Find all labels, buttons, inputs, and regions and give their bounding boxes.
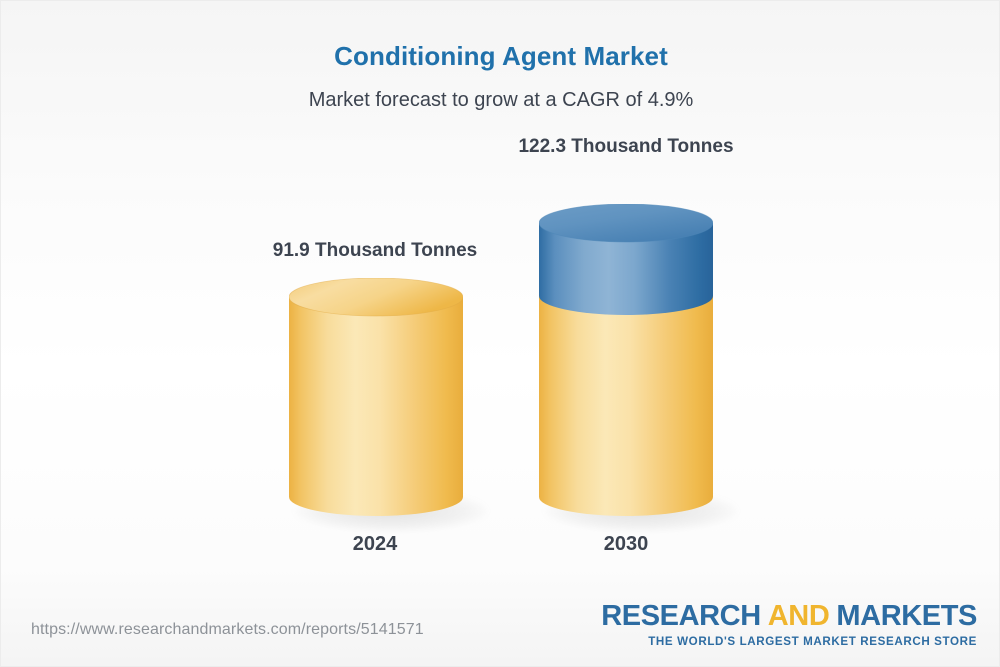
bar-category-label-2030: 2030: [603, 533, 649, 555]
research-and-markets-logo[interactable]: RESEARCH AND MARKETS THE WORLD'S LARGEST M…: [601, 601, 977, 650]
plot-area: 91.9 Thousand Tonnes 2024: [1, 1, 999, 601]
bar-2024[interactable]: [289, 278, 487, 532]
report-url[interactable]: https://www.researchandmarkets.com/repor…: [31, 621, 424, 638]
bar-2024-shape: [289, 278, 463, 516]
chart-title: Conditioning Agent Market: [334, 41, 668, 71]
logo-wordmark: RESEARCH AND MARKETS: [601, 601, 977, 631]
bar-2030-shape: [539, 204, 713, 516]
bar-category-label-2024: 2024: [352, 533, 398, 555]
bar-value-label-2030: 122.3 Thousand Tonnes: [518, 136, 734, 157]
logo-word-markets: MARKETS: [836, 600, 977, 632]
logo-word-research: RESEARCH: [601, 600, 761, 632]
logo-word-and: AND: [767, 600, 830, 632]
logo-tagline: THE WORLD'S LARGEST MARKET RESEARCH STOR…: [648, 635, 977, 648]
bar-value-label-2024: 91.9 Thousand Tonnes: [272, 240, 478, 261]
chart-subtitle: Market forecast to grow at a CAGR of 4.9…: [308, 89, 694, 111]
bar-2030[interactable]: [539, 204, 737, 532]
